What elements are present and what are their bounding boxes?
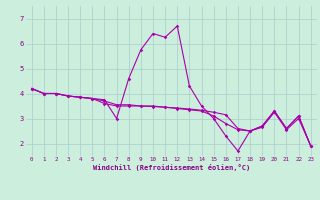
X-axis label: Windchill (Refroidissement éolien,°C): Windchill (Refroidissement éolien,°C) [92,164,250,171]
